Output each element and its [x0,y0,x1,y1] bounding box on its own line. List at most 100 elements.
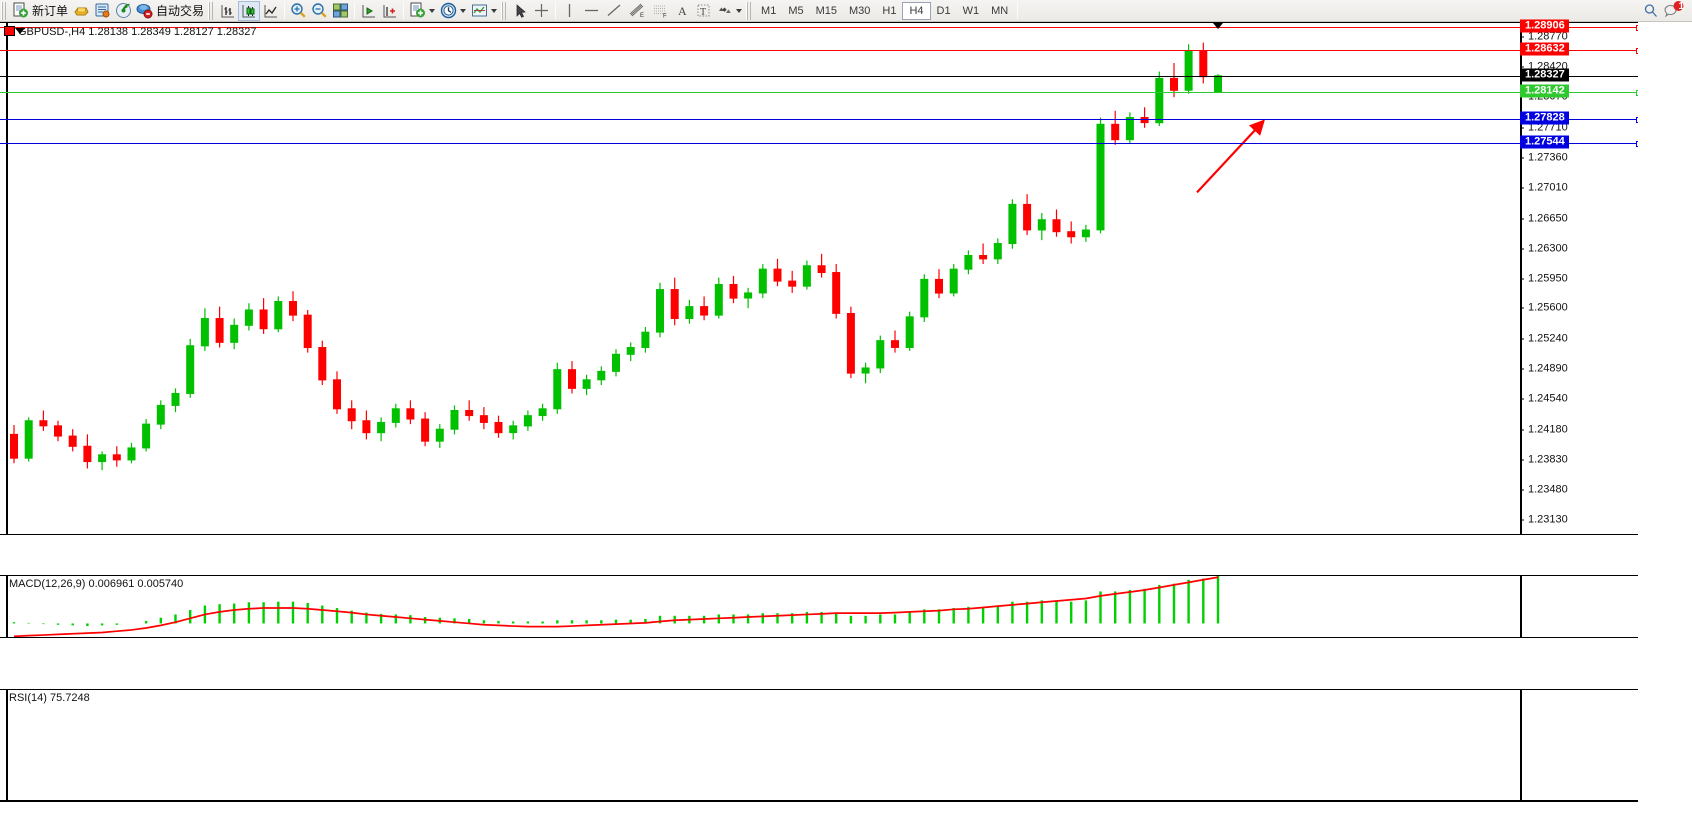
macd-axis-rail [1520,575,1522,638]
vline-icon[interactable] [559,1,580,21]
autotrading-label[interactable]: 自动交易 [156,4,205,18]
level-line-handle[interactable] [1636,116,1638,123]
timeframe-m1[interactable]: M1 [761,4,777,17]
level-line-handle[interactable] [1636,141,1638,148]
period-icon[interactable] [438,1,459,21]
price-tag-resistance-upper[interactable]: 1.28906 [1520,19,1569,33]
gold-bar-icon[interactable] [71,1,92,21]
svg-text:A: A [678,4,687,18]
price-tick: 1.26650 [1520,213,1568,224]
price-tick: 1.23480 [1520,484,1568,495]
indicators-dropdown-caret[interactable] [429,8,436,13]
price-tag-mid-level[interactable]: 1.28142 [1520,84,1569,98]
candlestick-icon[interactable] [238,0,261,21]
macd-indicator-label: MACD(12,26,9) 0.006961 0.005740 [9,578,184,590]
level-line-support[interactable] [0,116,1638,123]
price-tick: 1.25600 [1520,302,1568,314]
timeframe-d1[interactable]: D1 [936,4,951,17]
price-tag-resistance-lower[interactable]: 1.28632 [1520,42,1569,56]
rsi-axis-rail [1520,689,1522,801]
price-tick: 1.23130 [1520,514,1568,525]
templates-dropdown-caret[interactable] [491,8,498,13]
line-chart-icon[interactable] [260,1,281,21]
autoscroll-icon[interactable] [379,1,400,21]
trendline-icon[interactable] [603,1,626,21]
price-tick: 1.26300 [1520,243,1568,254]
alerts-icon[interactable]: 1 [1661,1,1686,21]
bar-chart-icon[interactable] [217,1,238,21]
shapes-dropdown-caret[interactable] [736,8,743,13]
terminal-icon[interactable] [92,1,113,21]
shift-end-icon[interactable] [358,1,379,21]
level-line-resistance[interactable] [0,48,1638,55]
price-tick: 1.23830 [1520,454,1568,465]
toolbar-grip[interactable] [1,1,8,20]
toolbar-separator-5 [1017,2,1019,19]
level-line-support[interactable] [0,141,1638,148]
timeframe-mn[interactable]: MN [991,4,1009,17]
svg-text:T: T [700,7,706,18]
autotrading-icon[interactable] [134,1,155,21]
price-pane[interactable]: GBPUSD-,H4 1.28138 1.28349 1.28127 1.283… [0,22,1638,535]
tile-windows-icon[interactable] [330,1,351,21]
timeframe-w1[interactable]: W1 [962,4,980,17]
signals-icon[interactable] [113,1,134,21]
templates-icon[interactable] [469,1,490,21]
price-tick: 1.27710 [1520,122,1568,134]
rsi-pane[interactable] [0,689,1638,801]
level-line-resistance[interactable] [0,24,1638,31]
shapes-icon[interactable] [714,1,735,21]
price-axis[interactable]: 1.287701.284201.280701.277101.273601.270… [1520,19,1692,535]
price-tick: 1.24180 [1520,424,1568,435]
zoom-out-icon[interactable] [309,1,330,21]
svg-text:E: E [640,13,644,19]
price-tick: 1.28420 [1520,61,1568,73]
chart-symbol-flag [4,26,15,36]
rsi-axis [1520,689,1692,801]
crosshair-icon[interactable] [531,1,552,21]
zoom-in-icon[interactable] [288,1,309,21]
equidistant-channel-icon[interactable]: E [626,1,649,21]
toolbar-grip-4[interactable] [746,1,754,20]
level-line-last-price[interactable] [0,76,1638,78]
toolbar-separator-2 [354,2,356,19]
rsi-series [0,690,1638,800]
fibonacci-icon[interactable]: F [649,1,672,21]
toolbar-separator-3 [403,2,405,19]
timeframe-h1[interactable]: H1 [882,4,897,17]
timeframe-m15[interactable]: M15 [815,4,837,17]
magnifier-icon[interactable] [1640,1,1661,21]
macd-pane[interactable] [0,575,1638,638]
cursor-icon[interactable] [510,1,531,21]
timeframe-h4[interactable]: H4 [902,1,931,20]
price-pane-left-rail [6,23,8,534]
timeframe-m30[interactable]: M30 [849,4,871,17]
time-axis[interactable] [0,801,1638,840]
bullish-arrow-annotation[interactable] [0,23,1638,534]
hline-icon[interactable] [580,1,603,21]
chart-expand-arrow-icon[interactable] [15,28,25,34]
period-dropdown-caret[interactable] [460,8,467,13]
text-icon[interactable]: A [672,1,693,21]
indicators-icon[interactable] [407,1,428,21]
main-toolbar: 新订单 [0,0,1692,22]
label-icon[interactable]: T [693,1,714,21]
chart-area[interactable]: GBPUSD-,H4 1.28138 1.28349 1.28127 1.283… [0,19,1692,840]
new-order-label[interactable]: 新订单 [32,4,69,18]
toolbar-grip-2[interactable] [208,1,216,20]
svg-text:F: F [663,14,667,20]
level-line-handle[interactable] [1636,48,1638,55]
price-tag-current-price[interactable]: 1.28327 [1520,68,1569,82]
price-tick: 1.24890 [1520,363,1568,375]
level-line-handle[interactable] [1636,90,1638,97]
price-tag-support-lower[interactable]: 1.27544 [1520,135,1569,149]
level-line-pivot[interactable] [0,90,1638,97]
toolbar-grip-3[interactable] [501,1,509,20]
timeframe-m5[interactable]: M5 [788,4,804,17]
level-line-handle[interactable] [1636,24,1638,31]
price-tag-support-upper[interactable]: 1.27828 [1520,111,1569,125]
new-order-icon[interactable] [10,1,31,21]
alert-badge-count: 1 [1678,0,1684,12]
price-tick: 1.27360 [1520,152,1568,163]
